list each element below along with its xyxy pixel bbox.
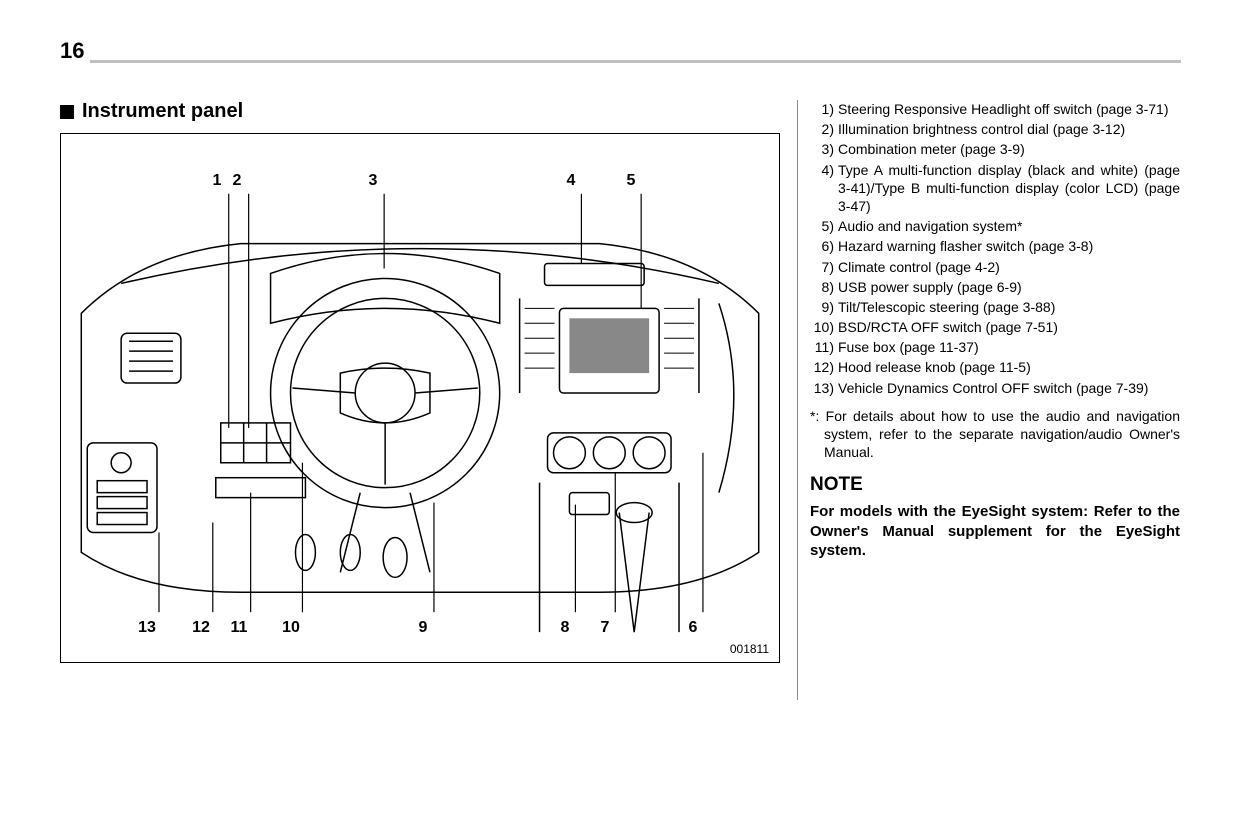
callout-number: 12: [189, 619, 213, 637]
legend-item: 10)BSD/RCTA OFF switch (page 7-51): [810, 318, 1180, 336]
legend-text: Tilt/Telescopic steering (page 3-88): [838, 298, 1180, 316]
legend-text: Hazard warning flasher switch (page 3-8): [838, 237, 1180, 255]
legend-item: 5)Audio and navigation system*: [810, 217, 1180, 235]
callout-number: 10: [279, 619, 303, 637]
legend-text: Type A multi-function display (black and…: [838, 161, 1180, 216]
callout-number: 8: [553, 619, 577, 637]
legend-number: 2): [810, 120, 838, 138]
legend-text: Climate control (page 4-2): [838, 258, 1180, 276]
callout-number: 13: [135, 619, 159, 637]
right-column: 1)Steering Responsive Headlight off swit…: [810, 100, 1180, 561]
footnote: *: For details about how to use the audi…: [810, 407, 1180, 462]
legend-item: 7)Climate control (page 4-2): [810, 258, 1180, 276]
legend-item: 13)Vehicle Dynamics Control OFF switch (…: [810, 379, 1180, 397]
legend-number: 3): [810, 140, 838, 158]
legend-number: 8): [810, 278, 838, 296]
legend-text: Illumination brightness control dial (pa…: [838, 120, 1180, 138]
legend-item: 6)Hazard warning flasher switch (page 3-…: [810, 237, 1180, 255]
section-title: Instrument panel: [82, 100, 243, 123]
legend-text: Combination meter (page 3-9): [838, 140, 1180, 158]
figure-id: 001811: [730, 642, 769, 656]
legend-number: 10): [810, 318, 838, 336]
figure-box: 001811 12345131211109876: [60, 133, 780, 663]
legend-number: 13): [810, 379, 838, 397]
legend-text: Fuse box (page 11-37): [838, 338, 1180, 356]
section-heading: Instrument panel: [60, 100, 780, 123]
legend-item: 1)Steering Responsive Headlight off swit…: [810, 100, 1180, 118]
bullet-icon: [60, 105, 74, 119]
legend-text: Vehicle Dynamics Control OFF switch (pag…: [838, 379, 1180, 397]
legend-number: 4): [810, 161, 838, 216]
legend-item: 2)Illumination brightness control dial (…: [810, 120, 1180, 138]
callout-number: 9: [411, 619, 435, 637]
legend-number: 9): [810, 298, 838, 316]
legend-number: 11): [810, 338, 838, 356]
callout-number: 11: [227, 619, 251, 637]
legend-text: Hood release knob (page 11-5): [838, 358, 1180, 376]
legend-number: 1): [810, 100, 838, 118]
legend-item: 4)Type A multi-function display (black a…: [810, 161, 1180, 216]
legend-item: 3)Combination meter (page 3-9): [810, 140, 1180, 158]
column-divider: [797, 100, 798, 700]
legend-text: BSD/RCTA OFF switch (page 7-51): [838, 318, 1180, 336]
legend-text: Steering Responsive Headlight off switch…: [838, 100, 1180, 118]
header-rule: [60, 60, 1181, 63]
callout-number: 2: [225, 172, 249, 190]
legend-text: USB power supply (page 6-9): [838, 278, 1180, 296]
callout-number: 5: [619, 172, 643, 190]
legend-number: 6): [810, 237, 838, 255]
callout-number: 6: [681, 619, 705, 637]
legend-text: Audio and navigation system*: [838, 217, 1180, 235]
legend-number: 7): [810, 258, 838, 276]
legend-number: 12): [810, 358, 838, 376]
callout-number: 4: [559, 172, 583, 190]
legend-list: 1)Steering Responsive Headlight off swit…: [810, 100, 1180, 397]
legend-number: 5): [810, 217, 838, 235]
legend-item: 9)Tilt/Telescopic steering (page 3-88): [810, 298, 1180, 316]
callout-number: 7: [593, 619, 617, 637]
note-body: For models with the EyeSight system: Ref…: [810, 502, 1180, 561]
legend-item: 12)Hood release knob (page 11-5): [810, 358, 1180, 376]
dashboard-illustration: [61, 134, 779, 662]
callout-number: 3: [361, 172, 385, 190]
left-column: Instrument panel: [60, 100, 780, 663]
legend-item: 8)USB power supply (page 6-9): [810, 278, 1180, 296]
note-heading: NOTE: [810, 473, 1180, 498]
page-number: 16: [60, 38, 90, 64]
legend-item: 11)Fuse box (page 11-37): [810, 338, 1180, 356]
